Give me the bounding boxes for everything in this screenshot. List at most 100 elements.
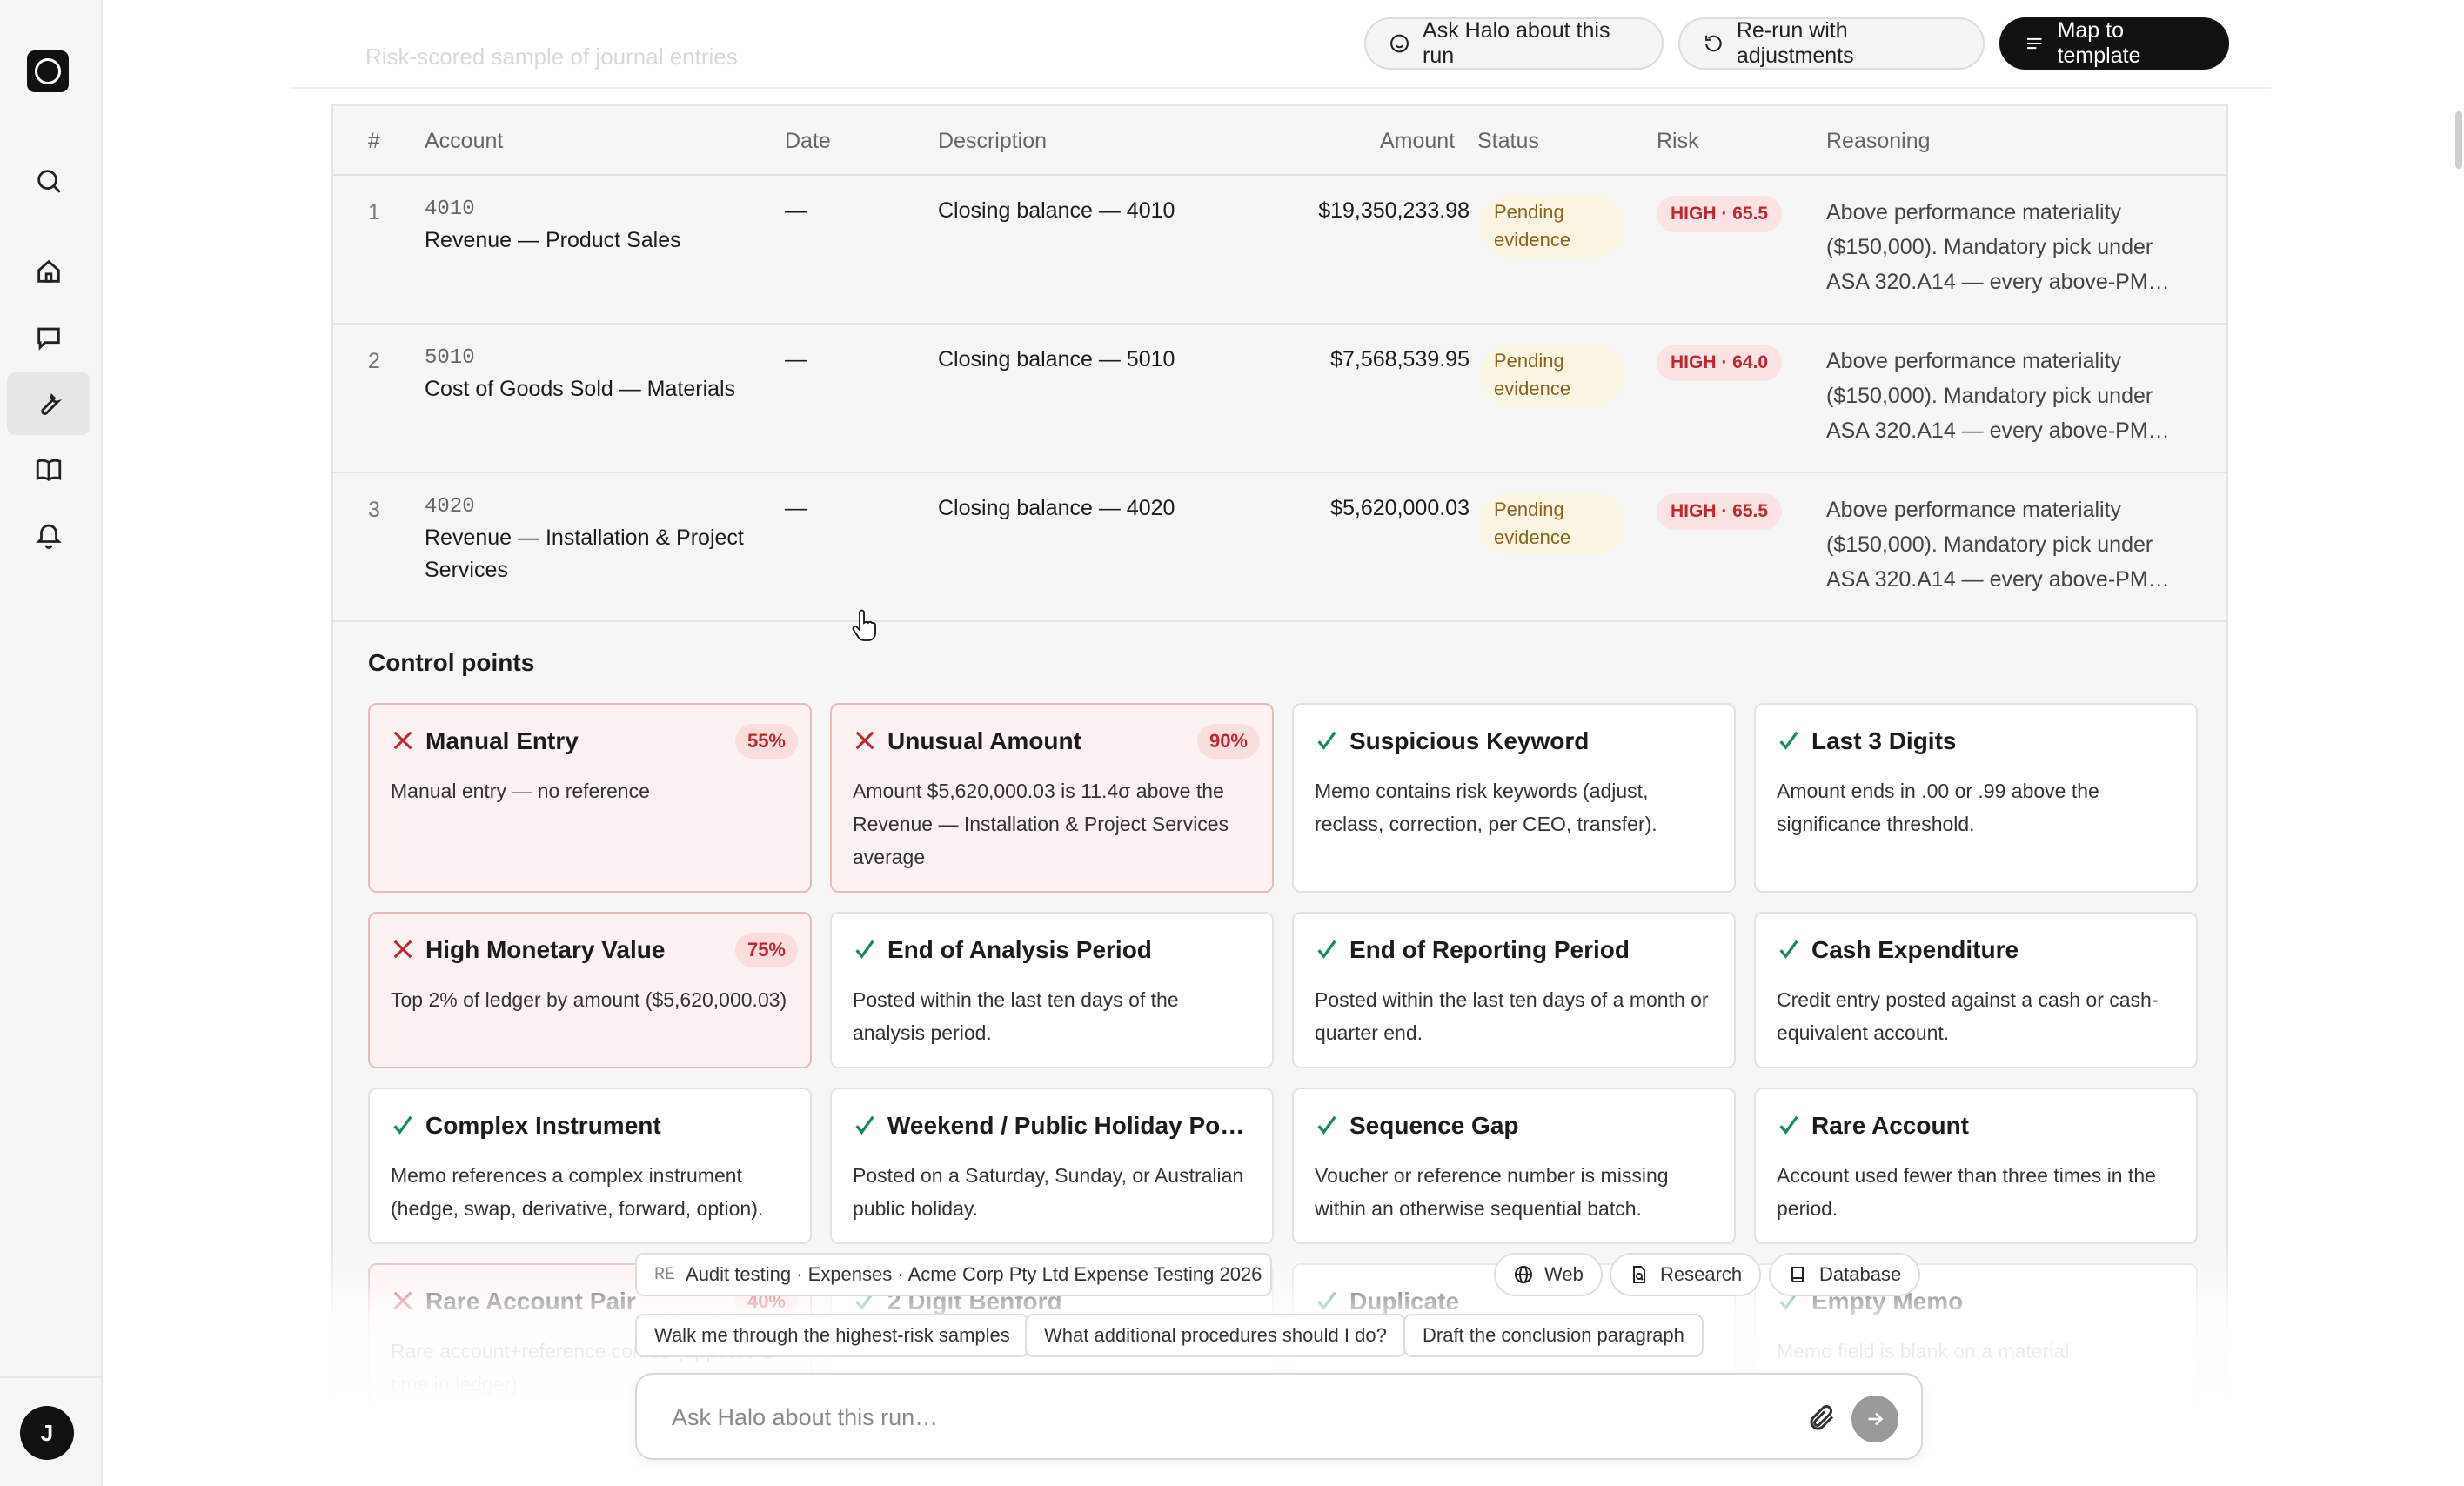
col-reasoning: Reasoning (1826, 129, 1931, 153)
account-name: Revenue — Product Sales (425, 228, 681, 252)
account-code: 4010 (425, 197, 475, 221)
chat-input[interactable]: Ask Halo about this run… (635, 1373, 1923, 1460)
reasoning-cell: Above performance materiality ($150,000)… (1826, 492, 2183, 597)
control-card-title: Unusual Amount (887, 727, 1081, 754)
source-web-toggle[interactable]: Web (1494, 1253, 1603, 1296)
map-to-template-button[interactable]: Map to template (1999, 17, 2229, 70)
control-card-suspicious-keyword[interactable]: Suspicious Keyword Memo contains risk key… (1292, 703, 1736, 893)
arrow-right-icon (1868, 1412, 1884, 1426)
scrollbar[interactable] (2455, 111, 2462, 169)
reasoning-cell: Above performance materiality ($150,000)… (1826, 195, 2183, 299)
bell-icon[interactable] (7, 503, 90, 566)
row-number: 2 (368, 349, 380, 373)
suggestion-chip[interactable]: Draft the conclusion paragraph (1403, 1314, 1704, 1357)
control-card-title: End of Analysis Period (887, 936, 1152, 963)
control-card-description: Top 2% of ledger by amount ($5,620,000.0… (391, 988, 787, 1011)
account-name-line-2: Services (425, 558, 508, 582)
reasoning-cell: Above performance materiality ($150,000)… (1826, 344, 2183, 448)
control-card-description: Account used fewer than three times in t… (1777, 1164, 2156, 1220)
control-card-description: Amount $5,620,000.03 is 11.4σ above the … (853, 780, 1229, 868)
smile-icon (1390, 34, 1409, 53)
row-number: 3 (368, 498, 380, 522)
status-line-2: evidence (1494, 229, 1571, 251)
book-icon[interactable] (7, 438, 90, 501)
check-icon (1317, 940, 1336, 959)
source-database-toggle[interactable]: Database (1769, 1253, 1921, 1296)
reason-line: ($150,000). Mandatory pick under (1826, 532, 2153, 557)
control-card-sequence-gap[interactable]: Sequence Gap Voucher or reference number … (1292, 1088, 1736, 1244)
control-card-weekend-public-holiday-pos[interactable]: Weekend / Public Holiday Pos… Posted on a… (830, 1088, 1274, 1244)
control-card-last-3-digits[interactable]: Last 3 Digits Amount ends in .00 or .99 a… (1754, 703, 2198, 893)
control-card-title: Cash Expenditure (1811, 936, 2019, 963)
control-card-description: Posted within the last ten days of the a… (853, 988, 1179, 1044)
rerun-label: Re-run with adjustments (1736, 18, 1854, 68)
control-card-description: Posted within the last ten days of a mon… (1315, 988, 1709, 1044)
col-amount: Amount (1380, 129, 1456, 153)
home-icon[interactable] (7, 240, 90, 303)
table-row[interactable]: 3 4020 Revenue — Installation & Project … (333, 473, 2226, 622)
col-num: # (368, 129, 380, 153)
tools-icon[interactable] (7, 372, 90, 435)
status-badge: Pending evidence (1479, 344, 1625, 406)
control-card-description: Manual entry — no reference (391, 780, 650, 802)
reason-line: ASA 320.A14 — every above-PM… (1826, 567, 2170, 592)
reason-line: ASA 320.A14 — every above-PM… (1826, 270, 2170, 294)
control-card-cash-expenditure[interactable]: Cash Expenditure Credit entry posted agai… (1754, 912, 2198, 1068)
reason-line: ($150,000). Mandatory pick under (1826, 235, 2153, 259)
control-card-unusual-amount[interactable]: Unusual Amount 90% Amount $5,620,000.03 is… (830, 703, 1274, 893)
table-row[interactable]: 1 4010 Revenue — Product Sales — Closing… (333, 176, 2226, 325)
status-line-1: Pending (1494, 350, 1564, 372)
reason-line: ASA 320.A14 — every above-PM… (1826, 418, 2170, 443)
control-card-description: Voucher or reference number is missing w… (1315, 1164, 1669, 1220)
control-card-rare-account[interactable]: Rare Account Account used fewer than thre… (1754, 1088, 2198, 1244)
amount-cell: $19,350,233.98 (1318, 198, 1470, 223)
control-card-title: Last 3 Digits (1811, 727, 1957, 754)
rerun-button[interactable]: Re-run with adjustments (1678, 17, 1985, 70)
control-card-title: High Monetary Value (425, 936, 666, 963)
suggestion-chip[interactable]: What additional procedures should I do? (1025, 1314, 1406, 1357)
send-button[interactable] (1851, 1396, 1898, 1442)
control-card-end-of-analysis-period[interactable]: End of Analysis Period Posted within the … (830, 912, 1274, 1068)
control-card-complex-instrument[interactable]: Complex Instrument Memo references a comp… (368, 1088, 812, 1244)
table-header: # Account Date Description Amount Status… (333, 106, 2226, 176)
check-icon (1779, 1115, 1798, 1135)
control-card-title: Suspicious Keyword (1349, 727, 1590, 754)
page-subtitle: Risk-scored sample of journal entries (365, 44, 738, 70)
date-cell: — (785, 496, 807, 520)
ask-halo-button[interactable]: Ask Halo about this run (1364, 17, 1664, 70)
amount-cell: $5,620,000.03 (1330, 496, 1470, 520)
status-line-1: Pending (1494, 201, 1564, 223)
source-research-label: Research (1660, 1263, 1743, 1285)
context-tag: RE (654, 1264, 676, 1285)
control-card-title: Rare Account (1811, 1112, 1970, 1139)
check-icon (1779, 940, 1798, 959)
avatar[interactable]: J (20, 1406, 74, 1460)
risk-badge: HIGH · 65.5 (1657, 196, 1783, 232)
suggestion-chip[interactable]: Walk me through the highest-risk samples (635, 1314, 1029, 1357)
risk-badge: HIGH · 64.0 (1657, 345, 1783, 381)
control-card-manual-entry[interactable]: Manual Entry 55% Manual entry — no referen… (368, 703, 812, 893)
risk-badge: HIGH · 65.5 (1657, 493, 1783, 530)
account-code: 4020 (425, 495, 475, 519)
control-card-title: End of Reporting Period (1349, 936, 1630, 963)
x-icon (393, 940, 412, 959)
control-card-high-monetary-value[interactable]: High Monetary Value 75% Top 2% of ledger b… (368, 912, 812, 1068)
table-row[interactable]: 2 5010 Cost of Goods Sold — Materials — … (333, 325, 2226, 473)
status-badge: Pending evidence (1479, 195, 1625, 258)
search-icon[interactable] (7, 150, 90, 212)
source-web-label: Web (1544, 1263, 1584, 1285)
control-card-end-of-reporting-period[interactable]: End of Reporting Period Posted within the… (1292, 912, 1736, 1068)
map-to-template-label: Map to template (2057, 18, 2141, 68)
sidebar-divider (0, 1376, 103, 1378)
check-icon (1317, 731, 1336, 750)
chat-icon[interactable] (7, 306, 90, 369)
confidence-badge: 75% (734, 933, 798, 967)
context-chip[interactable]: RE Audit testing · Expenses · Acme Corp … (635, 1253, 1272, 1296)
paperclip-icon[interactable] (1806, 1401, 1838, 1436)
source-research-toggle[interactable]: Research (1610, 1253, 1762, 1296)
app-logo[interactable] (27, 50, 69, 92)
account-name: Cost of Goods Sold — Materials (425, 377, 736, 401)
status-line-2: evidence (1494, 526, 1571, 548)
reason-line: Above performance materiality (1826, 200, 2122, 224)
status-badge: Pending evidence (1479, 492, 1625, 555)
